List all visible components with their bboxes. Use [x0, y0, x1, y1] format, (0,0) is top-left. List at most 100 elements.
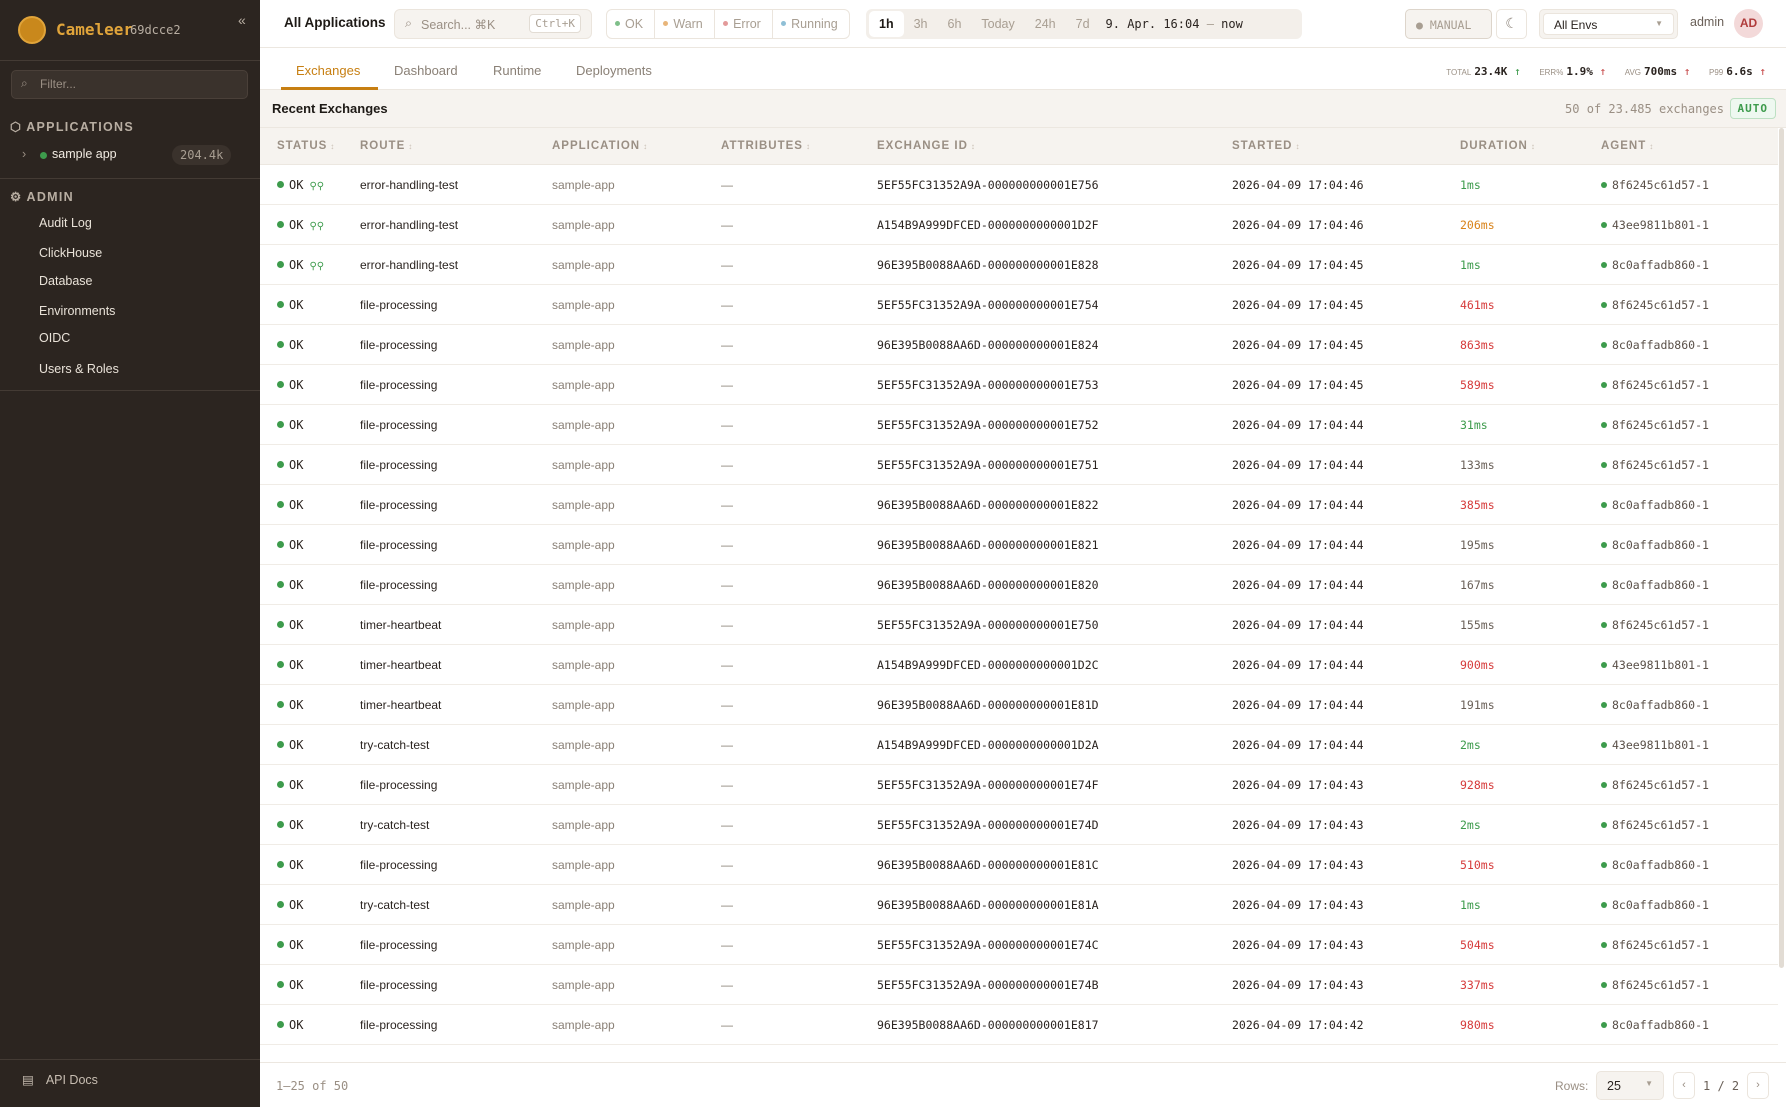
route-cell[interactable]: timer-heartbeat [360, 658, 442, 672]
sidebar-item-database[interactable]: Database [39, 274, 93, 288]
route-cell[interactable]: file-processing [360, 858, 438, 872]
agent-cell[interactable]: 43ee9811b801-1 [1601, 658, 1709, 672]
sidebar-item-clickhouse[interactable]: ClickHouse [39, 246, 103, 260]
table-row[interactable]: OK file-processing sample-app — 96E395B0088A… [260, 325, 1778, 365]
tab-deployments[interactable]: Deployments [576, 63, 652, 78]
table-row[interactable]: OK try-catch-test sample-app — A154B9A999DFC… [260, 725, 1778, 765]
route-cell[interactable]: file-processing [360, 1018, 438, 1032]
table-row[interactable]: OK file-processing sample-app — 5EF55FC31352… [260, 405, 1778, 445]
exchange-id-cell[interactable]: A154B9A999DFCED-0000000000001D2C [877, 658, 1099, 672]
table-row[interactable]: OK file-processing sample-app — 5EF55FC31352… [260, 925, 1778, 965]
sidebar-app-sample-app[interactable]: › sample app 204.4k [22, 145, 232, 167]
exchange-id-cell[interactable]: 96E395B0088AA6D-000000000001E828 [877, 258, 1099, 272]
agent-cell[interactable]: 8f6245c61d57-1 [1601, 458, 1709, 472]
agent-cell[interactable]: 8c0affadb860-1 [1601, 338, 1709, 352]
tab-dashboard[interactable]: Dashboard [394, 63, 458, 78]
column-header-application[interactable]: APPLICATION ↕ [552, 140, 648, 152]
table-row[interactable]: OK ⚲⚲ error-handling-test sample-app — 5EF55F… [260, 165, 1778, 205]
route-cell[interactable]: file-processing [360, 778, 438, 792]
exchange-id-cell[interactable]: 5EF55FC31352A9A-000000000001E74F [877, 778, 1099, 792]
table-row[interactable]: OK file-processing sample-app — 96E395B0088A… [260, 1005, 1778, 1045]
route-cell[interactable]: file-processing [360, 378, 438, 392]
api-docs-link[interactable]: ▤ API Docs [22, 1072, 98, 1087]
route-cell[interactable]: try-catch-test [360, 818, 430, 832]
sidebar-item-oidc[interactable]: OIDC [39, 331, 71, 345]
agent-cell[interactable]: 8c0affadb860-1 [1601, 258, 1709, 272]
route-cell[interactable]: timer-heartbeat [360, 618, 442, 632]
agent-cell[interactable]: 43ee9811b801-1 [1601, 738, 1709, 752]
route-cell[interactable]: file-processing [360, 538, 438, 552]
exchange-id-cell[interactable]: 96E395B0088AA6D-000000000001E81C [877, 858, 1099, 872]
agent-cell[interactable]: 8f6245c61d57-1 [1601, 298, 1709, 312]
prev-page-button[interactable]: ‹ [1673, 1072, 1695, 1099]
route-cell[interactable]: error-handling-test [360, 218, 459, 232]
status-filter-warn[interactable]: Warn [655, 10, 716, 38]
scrollbar[interactable] [1779, 128, 1784, 968]
exchange-id-cell[interactable]: 96E395B0088AA6D-000000000001E81A [877, 898, 1099, 912]
route-cell[interactable]: file-processing [360, 418, 438, 432]
table-row[interactable]: OK timer-heartbeat sample-app — A154B9A999DF… [260, 645, 1778, 685]
time-range-24h[interactable]: 24h [1034, 17, 1056, 31]
agent-cell[interactable]: 8f6245c61d57-1 [1601, 938, 1709, 952]
column-header-exchange-id[interactable]: EXCHANGE ID ↕ [877, 140, 976, 152]
route-cell[interactable]: error-handling-test [360, 258, 459, 272]
column-header-started[interactable]: STARTED ↕ [1232, 140, 1300, 152]
route-cell[interactable]: file-processing [360, 978, 438, 992]
column-header-route[interactable]: ROUTE ↕ [360, 140, 413, 152]
status-filter-ok[interactable]: OK [607, 10, 656, 38]
time-range-7d[interactable]: 7d [1075, 17, 1090, 31]
table-row[interactable]: OK timer-heartbeat sample-app — 96E395B0088A… [260, 685, 1778, 725]
table-row[interactable]: OK try-catch-test sample-app — 96E395B0088AA… [260, 885, 1778, 925]
sidebar-item-audit-log[interactable]: Audit Log [39, 216, 92, 230]
exchange-id-cell[interactable]: 96E395B0088AA6D-000000000001E824 [877, 338, 1099, 352]
exchange-id-cell[interactable]: 96E395B0088AA6D-000000000001E817 [877, 1018, 1099, 1032]
exchange-id-cell[interactable]: 5EF55FC31352A9A-000000000001E752 [877, 418, 1099, 432]
table-row[interactable]: OK timer-heartbeat sample-app — 5EF55FC31352… [260, 605, 1778, 645]
agent-cell[interactable]: 8c0affadb860-1 [1601, 698, 1709, 712]
exchange-id-cell[interactable]: 5EF55FC31352A9A-000000000001E753 [877, 378, 1099, 392]
table-row[interactable]: OK file-processing sample-app — 5EF55FC31352… [260, 445, 1778, 485]
exchange-id-cell[interactable]: 5EF55FC31352A9A-000000000001E74C [877, 938, 1099, 952]
agent-cell[interactable]: 8f6245c61d57-1 [1601, 818, 1709, 832]
route-cell[interactable]: try-catch-test [360, 738, 430, 752]
chevron-right-icon[interactable]: › [22, 147, 27, 161]
route-cell[interactable]: error-handling-test [360, 178, 459, 192]
search-input[interactable]: ⌕ Search... ⌘K Ctrl+K [394, 9, 592, 39]
agent-cell[interactable]: 43ee9811b801-1 [1601, 218, 1709, 232]
rows-per-page-select[interactable]: 25 ▼ [1596, 1071, 1664, 1100]
agent-cell[interactable]: 8f6245c61d57-1 [1601, 178, 1709, 192]
exchange-id-cell[interactable]: 5EF55FC31352A9A-000000000001E750 [877, 618, 1099, 632]
table-row[interactable]: OK file-processing sample-app — 96E395B0088A… [260, 525, 1778, 565]
table-row[interactable]: OK file-processing sample-app — 96E395B0088A… [260, 565, 1778, 605]
exchange-id-cell[interactable]: 96E395B0088AA6D-000000000001E820 [877, 578, 1099, 592]
admin-section-header[interactable]: ⚙ ADMIN [10, 189, 74, 204]
table-row[interactable]: OK file-processing sample-app — 5EF55FC31352… [260, 365, 1778, 405]
custom-range-display[interactable]: 9. Apr. 16:04 — now [1106, 17, 1243, 31]
agent-cell[interactable]: 8f6245c61d57-1 [1601, 778, 1709, 792]
exchange-id-cell[interactable]: A154B9A999DFCED-0000000000001D2F [877, 218, 1099, 232]
auto-refresh-badge[interactable]: AUTO [1729, 98, 1776, 119]
route-cell[interactable]: file-processing [360, 498, 438, 512]
theme-toggle-moon-icon[interactable]: ☾ [1496, 9, 1527, 39]
table-row[interactable]: OK file-processing sample-app — 96E395B0088A… [260, 485, 1778, 525]
agent-cell[interactable]: 8f6245c61d57-1 [1601, 978, 1709, 992]
column-header-duration[interactable]: DURATION ↕ [1460, 140, 1536, 152]
table-row[interactable]: OK file-processing sample-app — 5EF55FC31352… [260, 765, 1778, 805]
agent-cell[interactable]: 8c0affadb860-1 [1601, 1018, 1709, 1032]
table-row[interactable]: OK file-processing sample-app — 5EF55FC31352… [260, 285, 1778, 325]
column-header-attributes[interactable]: ATTRIBUTES ↕ [721, 140, 811, 152]
route-cell[interactable]: timer-heartbeat [360, 698, 442, 712]
time-range-1h[interactable]: 1h [869, 11, 904, 37]
agent-cell[interactable]: 8f6245c61d57-1 [1601, 618, 1709, 632]
agent-cell[interactable]: 8f6245c61d57-1 [1601, 378, 1709, 392]
exchange-id-cell[interactable]: A154B9A999DFCED-0000000000001D2A [877, 738, 1099, 752]
exchange-id-cell[interactable]: 96E395B0088AA6D-000000000001E821 [877, 538, 1099, 552]
tab-runtime[interactable]: Runtime [493, 63, 542, 78]
agent-cell[interactable]: 8c0affadb860-1 [1601, 498, 1709, 512]
tab-exchanges[interactable]: Exchanges [296, 63, 361, 78]
breadcrumb[interactable]: All Applications [284, 15, 386, 30]
route-cell[interactable]: file-processing [360, 578, 438, 592]
time-range-3h[interactable]: 3h [913, 17, 928, 31]
sidebar-item-environments[interactable]: Environments [39, 304, 116, 318]
route-cell[interactable]: file-processing [360, 338, 438, 352]
